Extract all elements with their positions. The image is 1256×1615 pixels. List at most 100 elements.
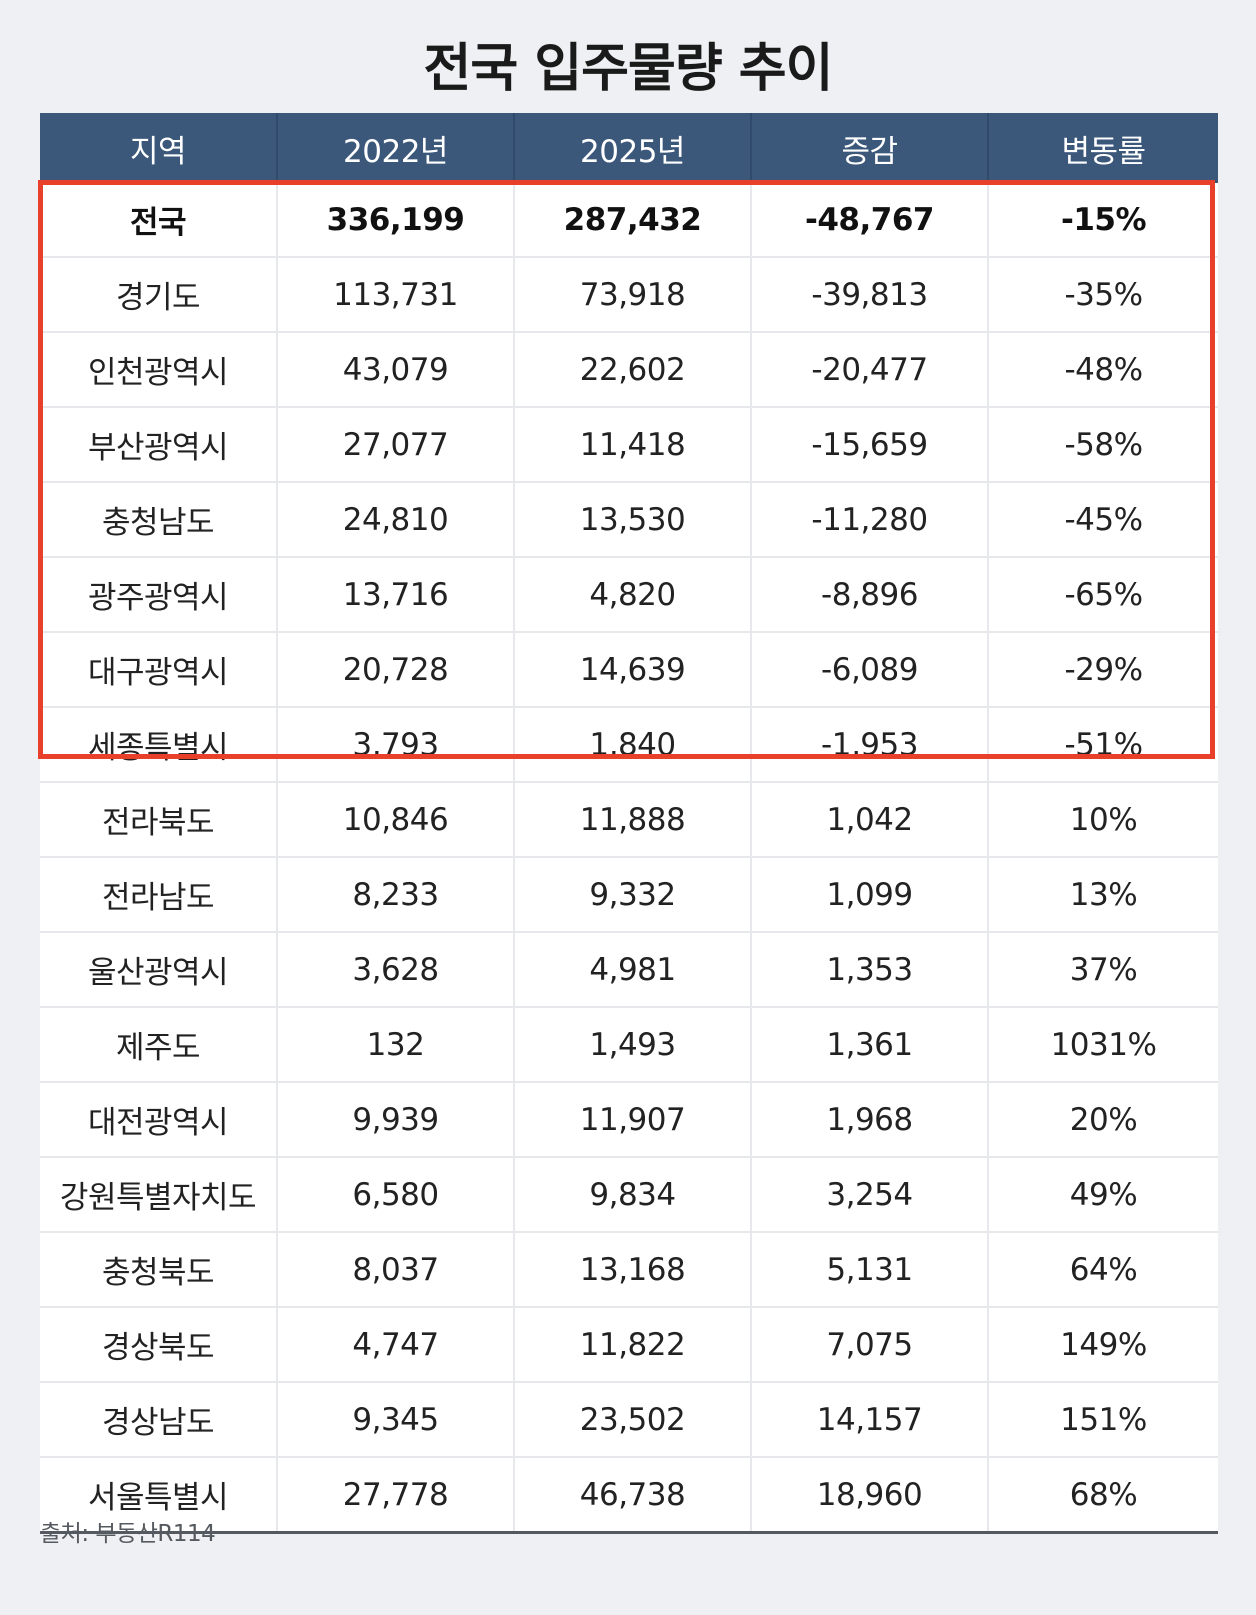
cell-rate: 68% (987, 1457, 1218, 1534)
cell-2025: 1,493 (513, 1007, 751, 1083)
cell-2025: 13,168 (513, 1232, 751, 1308)
cell-change: -48,767 (750, 183, 988, 258)
table-row: 광주광역시 13,716 4,820 -8,896 -65% (40, 557, 1218, 633)
cell-2025: 14,639 (513, 632, 751, 708)
cell-change: -1,953 (750, 707, 988, 783)
cell-region: 전라남도 (40, 857, 277, 933)
cell-rate: -48% (987, 332, 1218, 408)
cell-2022: 132 (276, 1007, 514, 1083)
table-row: 대전광역시 9,939 11,907 1,968 20% (40, 1082, 1218, 1158)
cell-change: -20,477 (750, 332, 988, 408)
table-row: 경기도 113,731 73,918 -39,813 -35% (40, 257, 1218, 333)
cell-2022: 4,747 (276, 1307, 514, 1383)
cell-2022: 8,233 (276, 857, 514, 933)
page-title: 전국 입주물량 추이 (423, 39, 834, 99)
cell-2022: 24,810 (276, 482, 514, 558)
header-change: 증감 (750, 113, 988, 183)
cell-region: 대구광역시 (40, 632, 277, 708)
cell-change: 14,157 (750, 1382, 988, 1458)
cell-rate: 1031% (987, 1007, 1218, 1083)
cell-2022: 9,939 (276, 1082, 514, 1158)
cell-region: 인천광역시 (40, 332, 277, 408)
cell-region: 부산광역시 (40, 407, 277, 483)
header-region: 지역 (40, 113, 277, 183)
cell-rate: 149% (987, 1307, 1218, 1383)
cell-region: 광주광역시 (40, 557, 277, 633)
table-row: 전라북도 10,846 11,888 1,042 10% (40, 782, 1218, 858)
cell-rate: 20% (987, 1082, 1218, 1158)
header-rate: 변동률 (987, 113, 1218, 183)
table-row: 부산광역시 27,077 11,418 -15,659 -58% (40, 407, 1218, 483)
header-2025: 2025년 (513, 113, 751, 183)
cell-2022: 9,345 (276, 1382, 514, 1458)
table-row: 서울특별시 27,778 46,738 18,960 68% (40, 1457, 1218, 1534)
cell-region: 대전광역시 (40, 1082, 277, 1158)
cell-change: 5,131 (750, 1232, 988, 1308)
table-row: 전국 336,199 287,432 -48,767 -15% (40, 183, 1218, 258)
cell-2022: 27,778 (276, 1457, 514, 1534)
cell-rate: 37% (987, 932, 1218, 1008)
table-row: 울산광역시 3,628 4,981 1,353 37% (40, 932, 1218, 1008)
cell-2025: 4,981 (513, 932, 751, 1008)
cell-rate: -51% (987, 707, 1218, 783)
cell-2025: 9,332 (513, 857, 751, 933)
cell-rate: -29% (987, 632, 1218, 708)
cell-change: -15,659 (750, 407, 988, 483)
cell-2025: 287,432 (513, 183, 751, 258)
cell-2025: 11,907 (513, 1082, 751, 1158)
cell-rate: 10% (987, 782, 1218, 858)
source-note: 출처: 부동산R114 (40, 1521, 216, 1547)
cell-change: -6,089 (750, 632, 988, 708)
cell-2022: 113,731 (276, 257, 514, 333)
cell-change: -8,896 (750, 557, 988, 633)
cell-2022: 336,199 (276, 183, 514, 258)
cell-region: 제주도 (40, 1007, 277, 1083)
cell-region: 세종특별시 (40, 707, 277, 783)
cell-2022: 3,628 (276, 932, 514, 1008)
cell-rate: 151% (987, 1382, 1218, 1458)
cell-2022: 20,728 (276, 632, 514, 708)
cell-region: 경상북도 (40, 1307, 277, 1383)
cell-2025: 11,418 (513, 407, 751, 483)
cell-region: 경기도 (40, 257, 277, 333)
table-row: 세종특별시 3,793 1,840 -1,953 -51% (40, 707, 1218, 783)
cell-change: 7,075 (750, 1307, 988, 1383)
cell-change: -39,813 (750, 257, 988, 333)
cell-region: 전라북도 (40, 782, 277, 858)
cell-2025: 23,502 (513, 1382, 751, 1458)
cell-region: 경상남도 (40, 1382, 277, 1458)
cell-2025: 4,820 (513, 557, 751, 633)
cell-2025: 11,888 (513, 782, 751, 858)
supply-table: 지역 2022년 2025년 증감 변동률 전국 336,199 287,432… (40, 113, 1218, 1534)
cell-region: 강원특별자치도 (40, 1157, 277, 1233)
table-row: 경상남도 9,345 23,502 14,157 151% (40, 1382, 1218, 1458)
cell-change: 1,353 (750, 932, 988, 1008)
cell-2025: 13,530 (513, 482, 751, 558)
cell-2022: 8,037 (276, 1232, 514, 1308)
cell-2025: 22,602 (513, 332, 751, 408)
cell-rate: -45% (987, 482, 1218, 558)
table-row: 강원특별자치도 6,580 9,834 3,254 49% (40, 1157, 1218, 1233)
cell-2022: 27,077 (276, 407, 514, 483)
cell-region: 울산광역시 (40, 932, 277, 1008)
cell-rate: -15% (987, 183, 1218, 258)
table-row: 대구광역시 20,728 14,639 -6,089 -29% (40, 632, 1218, 708)
cell-rate: -58% (987, 407, 1218, 483)
cell-2022: 3,793 (276, 707, 514, 783)
table-row: 전라남도 8,233 9,332 1,099 13% (40, 857, 1218, 933)
cell-change: 3,254 (750, 1157, 988, 1233)
cell-region: 서울특별시 (40, 1457, 277, 1534)
table-row: 제주도 132 1,493 1,361 1031% (40, 1007, 1218, 1083)
table-row: 충청남도 24,810 13,530 -11,280 -45% (40, 482, 1218, 558)
cell-2025: 1,840 (513, 707, 751, 783)
cell-2025: 11,822 (513, 1307, 751, 1383)
cell-2025: 9,834 (513, 1157, 751, 1233)
cell-change: 1,361 (750, 1007, 988, 1083)
cell-change: 1,099 (750, 857, 988, 933)
table-row: 인천광역시 43,079 22,602 -20,477 -48% (40, 332, 1218, 408)
cell-change: 1,968 (750, 1082, 988, 1158)
cell-2022: 13,716 (276, 557, 514, 633)
table-row: 경상북도 4,747 11,822 7,075 149% (40, 1307, 1218, 1383)
cell-change: -11,280 (750, 482, 988, 558)
cell-2022: 6,580 (276, 1157, 514, 1233)
